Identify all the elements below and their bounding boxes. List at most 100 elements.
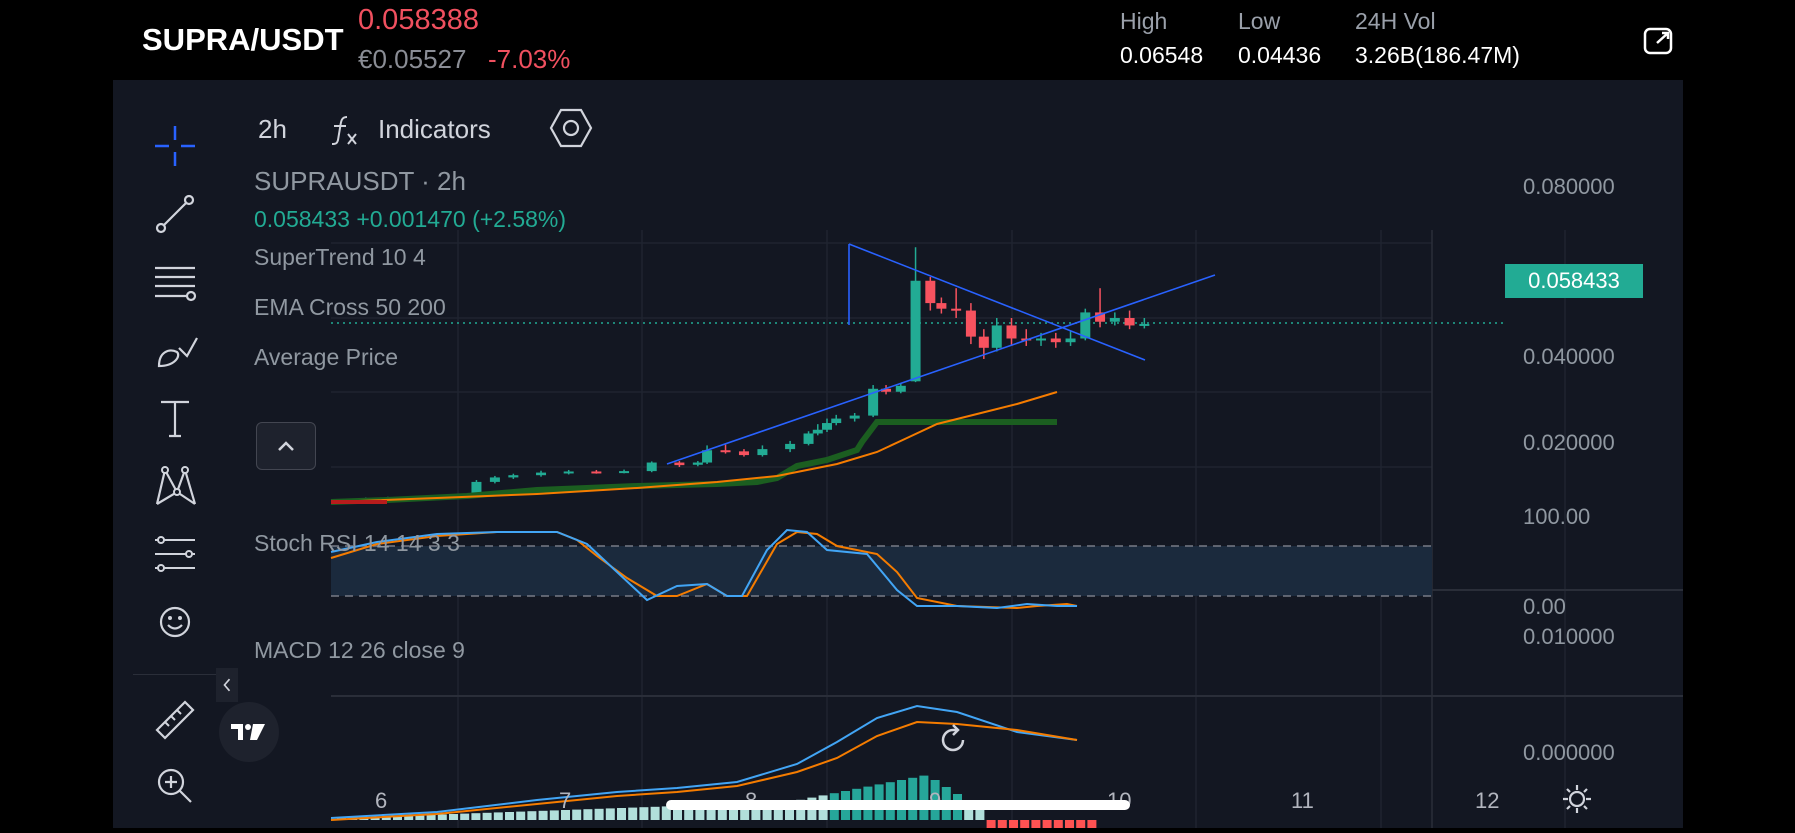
macd-histogram-bar <box>549 810 559 820</box>
macd-histogram-bar <box>493 812 503 820</box>
macd-histogram-bar <box>684 805 694 820</box>
ruler-icon[interactable] <box>149 694 201 746</box>
candle-body <box>1080 312 1091 339</box>
tradingview-logo[interactable] <box>219 702 279 762</box>
descending-trendline <box>848 243 1146 361</box>
macd-histogram-bar <box>505 812 514 820</box>
emoji-icon[interactable] <box>149 596 201 648</box>
macd-histogram-bar <box>673 806 682 820</box>
interval-button[interactable]: 2h <box>258 114 287 144</box>
candle-body <box>720 450 731 453</box>
macd-histogram-bar <box>650 806 660 820</box>
macd-histogram-bar <box>773 802 783 820</box>
trend-line-icon[interactable] <box>149 188 201 240</box>
candle-body <box>785 443 796 450</box>
collapse-toolbar-button[interactable] <box>216 668 238 702</box>
macd-histogram-bar <box>706 804 716 820</box>
macd-histogram-bar <box>393 816 402 820</box>
prediction-icon[interactable] <box>149 528 201 580</box>
brush-icon[interactable] <box>149 324 201 376</box>
candle-body <box>895 385 906 392</box>
macd-histogram-bar <box>1076 820 1086 832</box>
macd-tick: 0.000000 <box>1523 740 1615 765</box>
candle-body <box>757 449 768 456</box>
candle-body <box>1065 338 1076 343</box>
macd-histogram-bar <box>583 809 593 820</box>
ema-line <box>330 391 1058 503</box>
macd-histogram-bar <box>740 803 750 820</box>
candle-body <box>508 475 519 478</box>
macd-histogram-bar <box>1031 820 1041 832</box>
indicators-button[interactable]: Indicators <box>378 114 491 144</box>
macd-histogram-bar <box>404 815 414 820</box>
fib-lines-icon[interactable] <box>149 256 201 308</box>
candle-body <box>803 433 814 444</box>
legend-supertrend[interactable]: SuperTrend 10 4 <box>254 244 426 270</box>
tradingview-logo-icon <box>231 724 265 740</box>
candle-body <box>471 481 482 495</box>
chart-panel: 2h Indicators SUPRAUSDT · 2h 0.058433 +0… <box>113 80 1789 833</box>
candle-body <box>1036 338 1047 341</box>
pair-title: SUPRA/USDT <box>142 22 344 57</box>
candle-body <box>563 471 574 474</box>
macd-histogram-bar <box>605 808 615 820</box>
macd-histogram-bar <box>561 810 570 820</box>
candle-body <box>991 325 1002 348</box>
hexagon-settings-icon[interactable] <box>549 106 593 150</box>
macd-histogram-bar <box>762 802 772 820</box>
chart-settings-icon[interactable] <box>1560 782 1594 816</box>
price-tick: 0.080000 <box>1523 174 1615 199</box>
legend-average-price[interactable]: Average Price <box>254 344 399 370</box>
price-tick: 0.040000 <box>1523 344 1615 369</box>
macd-histogram-bar <box>381 816 391 820</box>
legend-ohlc: 0.058433 +0.001470 (+2.58%) <box>254 206 567 232</box>
price-tick: 0.020000 <box>1523 430 1615 455</box>
legend-macd[interactable]: MACD 12 26 close 9 <box>254 637 465 663</box>
candle-body <box>536 472 547 476</box>
macd-histogram-bar <box>1087 820 1097 832</box>
candle-body <box>951 308 962 311</box>
vol-label: 24H Vol <box>1355 8 1436 34</box>
chevron-up-icon <box>278 441 294 451</box>
reset-chart-icon[interactable] <box>933 720 973 760</box>
macd-histogram-bar <box>1020 820 1030 832</box>
candle-body <box>738 451 749 456</box>
zoom-in-icon[interactable] <box>149 760 201 812</box>
candle-body <box>936 303 947 309</box>
candle-body <box>674 462 685 466</box>
candle-body <box>1124 318 1135 326</box>
ticker-header: SUPRA/USDT 0.058388 €0.05527 -7.03% High… <box>0 0 1795 80</box>
macd-histogram-bar <box>617 808 626 820</box>
macd-histogram-bar <box>919 775 929 820</box>
macd-histogram-bar <box>975 808 985 820</box>
macd-histogram-bar <box>717 804 727 820</box>
stoch-k-line <box>330 528 1077 610</box>
macd-histogram-bar <box>628 807 638 820</box>
chart-canvas[interactable] <box>237 160 1789 833</box>
macd-histogram-bar <box>426 814 436 820</box>
share-icon[interactable] <box>1642 24 1676 58</box>
pattern-icon[interactable] <box>149 460 201 512</box>
legend-ema-cross[interactable]: EMA Cross 50 200 <box>254 294 446 320</box>
collapse-legend-button[interactable] <box>256 422 316 470</box>
candle-body <box>1139 323 1150 326</box>
candle-body <box>849 415 860 419</box>
legend-stoch-rsi[interactable]: Stoch RSI 14 14 3 3 <box>254 530 460 556</box>
candle-body <box>619 471 630 474</box>
macd-histogram-bar <box>1065 820 1074 832</box>
fx-icon[interactable] <box>329 114 359 146</box>
time-tick: 11 <box>1291 788 1314 813</box>
crosshair-icon[interactable] <box>149 120 201 172</box>
high-label: High <box>1120 8 1168 34</box>
macd-histogram-bar <box>471 813 481 820</box>
candle-body <box>1006 325 1017 339</box>
stoch-tick: 100.00 <box>1523 504 1591 529</box>
vol-value: 3.26B(186.47M) <box>1355 42 1520 68</box>
candle-body <box>489 477 500 482</box>
candle-body <box>646 462 657 472</box>
macd-histogram-bar <box>516 811 526 820</box>
drawing-toolbar <box>113 80 223 828</box>
macd-histogram-bar <box>729 804 738 820</box>
chevron-left-icon <box>223 678 231 692</box>
text-icon[interactable] <box>149 392 201 444</box>
